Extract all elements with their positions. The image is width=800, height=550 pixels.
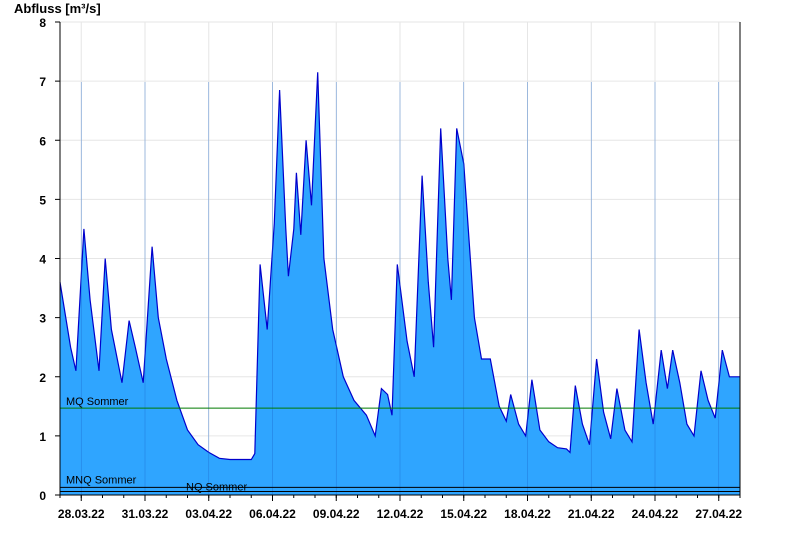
x-tick-label: 27.04.22 bbox=[695, 507, 742, 521]
y-tick-label: 6 bbox=[39, 134, 46, 148]
y-tick-label: 2 bbox=[39, 371, 46, 385]
y-tick-label: 4 bbox=[39, 253, 46, 267]
x-tick-label: 09.04.22 bbox=[313, 507, 360, 521]
x-tick-label: 06.04.22 bbox=[249, 507, 296, 521]
reference-line-label: NQ Sommer bbox=[186, 481, 247, 493]
reference-line-label: MQ Sommer bbox=[66, 396, 129, 408]
y-tick-label: 7 bbox=[39, 75, 46, 89]
x-tick-label: 21.04.22 bbox=[568, 507, 615, 521]
y-tick-label: 1 bbox=[39, 430, 46, 444]
chart-title: Abfluss [m³/s] bbox=[14, 1, 101, 16]
y-tick-label: 3 bbox=[39, 312, 46, 326]
x-tick-label: 18.04.22 bbox=[504, 507, 551, 521]
x-tick-label: 28.03.22 bbox=[58, 507, 105, 521]
reference-line-label: MNQ Sommer bbox=[66, 474, 137, 486]
x-tick-label: 03.04.22 bbox=[185, 507, 232, 521]
y-tick-label: 5 bbox=[39, 193, 46, 207]
y-tick-label: 0 bbox=[39, 489, 46, 503]
x-tick-label: 31.03.22 bbox=[122, 507, 169, 521]
x-tick-label: 12.04.22 bbox=[377, 507, 424, 521]
discharge-line bbox=[59, 72, 740, 461]
y-tick-label: 8 bbox=[39, 16, 46, 30]
x-tick-label: 24.04.22 bbox=[632, 507, 679, 521]
x-tick-label: 15.04.22 bbox=[440, 507, 487, 521]
